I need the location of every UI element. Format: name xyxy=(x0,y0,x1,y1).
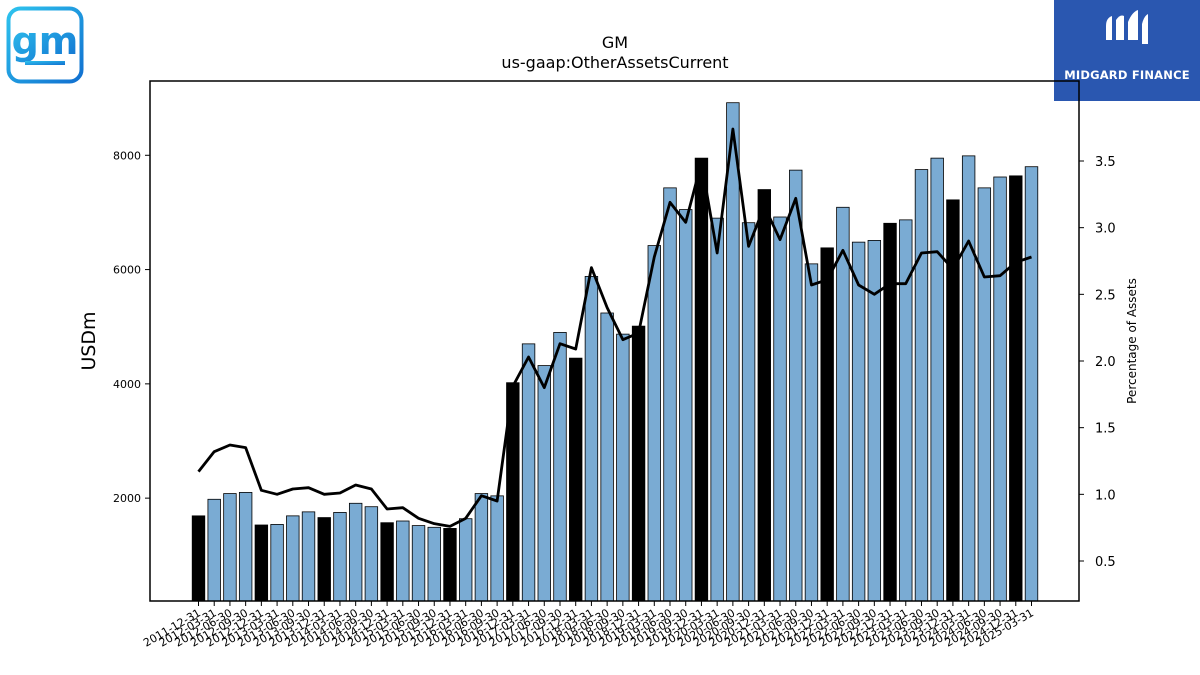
bar xyxy=(521,343,536,602)
bar xyxy=(333,512,347,602)
y2-tick-label: 1.5 xyxy=(1095,422,1116,437)
bar xyxy=(207,498,221,602)
bar xyxy=(364,506,379,602)
y2-tick-label: 1.0 xyxy=(1095,488,1116,503)
y2-tick-label: 0.5 xyxy=(1095,555,1116,570)
y-tick-label: 2000 xyxy=(113,492,141,505)
brand-badge: MIDGARD FINANCE xyxy=(1054,0,1200,101)
y-axis-right: 0.5 1.0 1.5 2.0 2.5 3.0 3.5 xyxy=(1079,155,1116,570)
bar xyxy=(914,169,929,602)
y-tick-label: 6000 xyxy=(113,264,141,277)
bar xyxy=(537,365,551,602)
bar xyxy=(663,187,677,602)
y2-tick-label: 3.5 xyxy=(1095,155,1116,170)
bar xyxy=(411,525,426,602)
bar xyxy=(270,524,284,602)
y2-tick-label: 2.0 xyxy=(1095,355,1116,370)
bar xyxy=(458,518,473,602)
bar xyxy=(851,241,866,602)
bar xyxy=(710,217,724,602)
bar xyxy=(757,189,771,602)
bar xyxy=(616,333,630,602)
bar xyxy=(474,493,489,602)
bar xyxy=(443,528,457,602)
line-group xyxy=(197,127,1032,528)
x-axis: 2011-12-312012-03-312012-06-302012-09-30… xyxy=(141,601,1036,650)
bar xyxy=(301,511,316,602)
series-line xyxy=(197,127,1032,528)
bar xyxy=(836,206,850,602)
gm-logo-text: gm xyxy=(12,19,79,63)
bar xyxy=(348,502,363,602)
plot-frame xyxy=(149,80,1080,602)
bar xyxy=(553,332,567,602)
chart-title: GM xyxy=(602,33,628,52)
bar xyxy=(961,155,976,602)
bar xyxy=(741,222,756,602)
bar xyxy=(427,526,441,602)
midgard-logo-icon xyxy=(1106,10,1148,44)
bar xyxy=(883,222,897,602)
bar xyxy=(254,524,269,602)
bar xyxy=(804,263,819,602)
y-tick-label: 4000 xyxy=(113,378,141,391)
bar xyxy=(569,357,583,602)
bar xyxy=(679,209,693,602)
y2-tick-label: 2.5 xyxy=(1095,288,1116,303)
bar-group xyxy=(191,102,1039,602)
brand-name: MIDGARD FINANCE xyxy=(1064,68,1190,82)
bar xyxy=(631,325,646,602)
y2-axis-label: Percentage of Assets xyxy=(1125,278,1139,404)
bar xyxy=(490,495,504,602)
bar xyxy=(584,276,599,602)
bar xyxy=(396,520,410,602)
gm-logo-icon: gm xyxy=(6,6,84,84)
y2-tick-label: 3.0 xyxy=(1095,222,1116,237)
bar xyxy=(286,515,300,602)
chart-subtitle: us-gaap:OtherAssetsCurrent xyxy=(501,53,728,72)
bar xyxy=(993,176,1007,602)
bar xyxy=(694,157,709,602)
bar xyxy=(726,102,740,602)
gm-logo: gm xyxy=(6,6,84,84)
bar xyxy=(773,216,787,602)
bar xyxy=(1009,175,1023,602)
bar xyxy=(1024,166,1039,602)
bar xyxy=(789,169,803,602)
bar xyxy=(600,312,614,602)
bar xyxy=(191,515,206,602)
y-axis-left: 2000 4000 6000 8000 xyxy=(113,149,150,505)
bar xyxy=(223,493,237,602)
bar xyxy=(930,157,944,602)
bar xyxy=(820,247,834,602)
bar xyxy=(380,522,394,602)
y-tick-label: 8000 xyxy=(113,149,141,162)
bar xyxy=(317,517,331,602)
bar xyxy=(238,492,253,602)
y-axis-label: USDm xyxy=(78,311,100,370)
bar xyxy=(647,245,661,602)
bar xyxy=(977,187,992,602)
